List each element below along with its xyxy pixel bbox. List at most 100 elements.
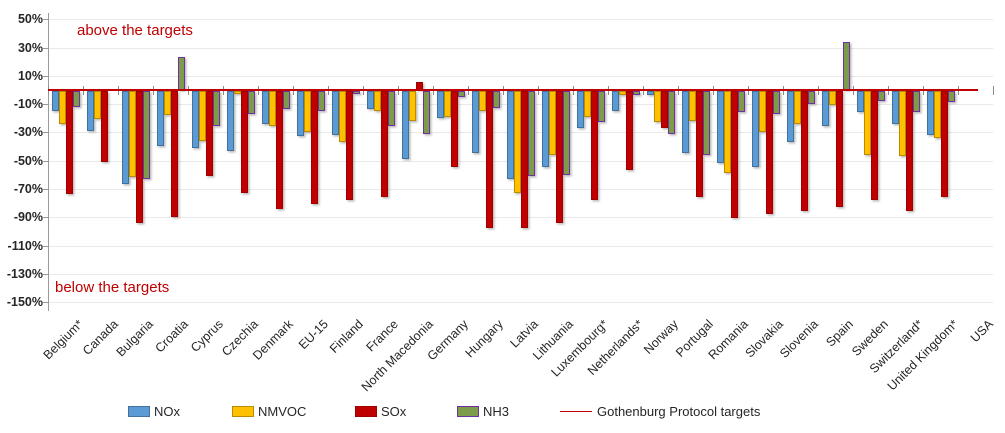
- bar-SOx-Denmark: [275, 91, 283, 209]
- bar-SOx-Bulgaria: [135, 91, 143, 223]
- bar-SOx-Netherlands*: [625, 91, 633, 171]
- bar-NMVOC-Sweden: [863, 91, 871, 155]
- gridline-50: [48, 19, 993, 20]
- y-axis-tick: [43, 104, 48, 105]
- bar-NH3-Slovenia: [807, 91, 815, 104]
- y-axis-tick: [43, 246, 48, 247]
- bar-NH3-Belgium*: [72, 91, 80, 107]
- bar-NMVOC-EU-15: [303, 91, 311, 132]
- bar-NH3-Sweden: [877, 91, 885, 101]
- y-axis-label: 30%: [17, 41, 43, 55]
- y-axis-label: 10%: [17, 69, 43, 83]
- bar-NH3-United Kingdom*: [947, 91, 955, 103]
- bar-NOx-Latvia: [506, 91, 514, 179]
- bar-SOx-Sweden: [870, 91, 878, 200]
- bar-SOx-Latvia: [520, 91, 528, 229]
- y-axis-tick: [43, 161, 48, 162]
- bar-NH3-Portugal: [702, 91, 710, 155]
- bar-NOx-Germany: [436, 91, 444, 118]
- bar-SOx-Portugal: [695, 91, 703, 198]
- y-axis-label: -90%: [13, 210, 43, 224]
- x-axis-label-Finland: Finland: [326, 317, 366, 356]
- bar-SOx-EU-15: [310, 91, 318, 205]
- legend-label: SOx: [381, 403, 407, 419]
- bar-NOx-Hungary: [471, 91, 479, 154]
- bar-NH3-Luxembourg*: [597, 91, 605, 123]
- bar-NMVOC-Belgium*: [58, 91, 66, 124]
- bar-SOx-Switzerland*: [905, 91, 913, 212]
- bar-NH3-Czechia: [247, 91, 255, 114]
- bar-NOx-Sweden: [856, 91, 864, 113]
- bar-NOx-Bulgaria: [121, 91, 129, 185]
- y-axis-label: -50%: [13, 154, 43, 168]
- bar-NH3-Spain: [842, 41, 850, 90]
- bar-NMVOC-Canada: [93, 91, 101, 120]
- bar-NH3-Slovakia: [772, 91, 780, 114]
- bar-NOx-North Macedonia: [401, 91, 409, 159]
- bar-SOx-Slovakia: [765, 91, 773, 215]
- bar-NH3-Latvia: [527, 91, 535, 176]
- legend-item-NMVOC: NMVOC: [232, 403, 306, 419]
- bar-NMVOC-Czechia: [233, 91, 241, 94]
- bar-NOx-France: [366, 91, 374, 110]
- legend-item-NOx: NOx: [128, 403, 180, 419]
- legend-item-NH3: NH3: [457, 403, 509, 419]
- bar-NH3-Finland: [352, 91, 360, 94]
- bar-NMVOC-Cyprus: [198, 91, 206, 141]
- legend-label: Gothenburg Protocol targets: [597, 403, 761, 419]
- legend-swatch-NOx: [128, 405, 150, 417]
- bar-NH3-Denmark: [282, 91, 290, 110]
- bar-NH3-Hungary: [492, 91, 500, 108]
- x-axis-label-Croatia: Croatia: [152, 317, 191, 356]
- bar-NMVOC-Slovenia: [793, 91, 801, 124]
- y-axis-tick: [43, 48, 48, 49]
- bar-NOx-Czechia: [226, 91, 234, 151]
- bar-NOx-Canada: [86, 91, 94, 131]
- bar-NMVOC-Spain: [828, 91, 836, 106]
- bar-NOx-Denmark: [261, 91, 269, 124]
- bar-NMVOC-North Macedonia: [408, 91, 416, 121]
- x-axis-label-EU-15: EU-15: [295, 317, 331, 352]
- bar-SOx-Norway: [660, 91, 668, 128]
- bar-NMVOC-Luxembourg*: [583, 91, 591, 117]
- bar-NH3-Netherlands*: [632, 91, 640, 96]
- bar-NOx-Romania: [716, 91, 724, 164]
- bar-NMVOC-Latvia: [513, 91, 521, 193]
- bar-NOx-Slovenia: [786, 91, 794, 142]
- bar-NOx-Finland: [331, 91, 339, 135]
- bar-NOx-Lithuania: [541, 91, 549, 168]
- y-axis-line: [48, 13, 49, 311]
- x-axis-label-Spain: Spain: [822, 317, 856, 350]
- bar-NMVOC-Switzerland*: [898, 91, 906, 157]
- bar-NOx-Cyprus: [191, 91, 199, 148]
- bar-NMVOC-Slovakia: [758, 91, 766, 132]
- y-axis-label: -110%: [7, 239, 43, 253]
- bar-SOx-Lithuania: [555, 91, 563, 223]
- y-axis-tick: [43, 274, 48, 275]
- bar-SOx-Croatia: [170, 91, 178, 217]
- bar-NOx-Netherlands*: [611, 91, 619, 111]
- x-axis-label-Hungary: Hungary: [462, 317, 506, 361]
- gothenburg-target-line: [48, 89, 978, 91]
- bar-SOx-Canada: [100, 91, 108, 162]
- x-axis-label-Bulgaria: Bulgaria: [113, 317, 156, 360]
- bar-NOx-Portugal: [681, 91, 689, 154]
- y-axis-label: -70%: [13, 182, 43, 196]
- bar-NOx-Norway: [646, 91, 654, 96]
- y-axis-label: -30%: [13, 125, 43, 139]
- x-axis-label-USA: USA: [967, 317, 996, 346]
- bar-NH3-France: [387, 91, 395, 127]
- bar-SOx-Romania: [730, 91, 738, 219]
- bar-SOx-Czechia: [240, 91, 248, 193]
- y-axis-tick: [43, 189, 48, 190]
- bar-NH3-Switzerland*: [912, 91, 920, 113]
- bar-NH3-Croatia: [177, 57, 185, 90]
- y-axis-tick: [43, 302, 48, 303]
- bar-NH3-North Macedonia: [422, 91, 430, 134]
- x-axis-label-Belgium*: Belgium*: [40, 317, 86, 363]
- bar-NMVOC-France: [373, 91, 381, 111]
- y-axis-tick: [43, 76, 48, 77]
- bar-NH3-Germany: [457, 91, 465, 97]
- y-axis-label: -150%: [6, 295, 43, 309]
